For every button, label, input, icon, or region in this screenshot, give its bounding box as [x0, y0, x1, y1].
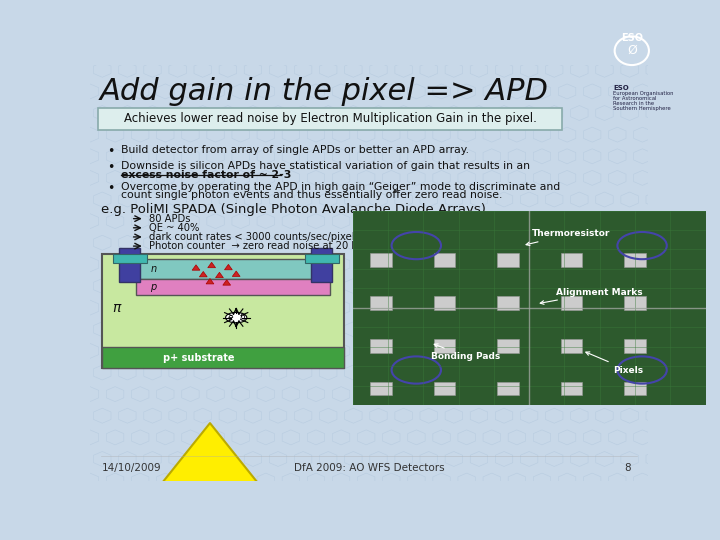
Text: count single photon events and thus essentially offer zero read noise.: count single photon events and thus esse…	[121, 191, 502, 200]
Text: h: h	[240, 313, 246, 322]
Polygon shape	[233, 271, 240, 276]
FancyBboxPatch shape	[102, 347, 344, 368]
Bar	[371, 382, 392, 395]
Text: •: •	[107, 161, 114, 174]
Text: dark count rates < 3000 counts/sec/pixel: dark count rates < 3000 counts/sec/pixel	[148, 232, 354, 242]
FancyBboxPatch shape	[529, 379, 588, 393]
Bar	[371, 296, 392, 310]
Bar	[371, 253, 392, 267]
FancyBboxPatch shape	[305, 254, 339, 263]
Bar	[624, 382, 646, 395]
FancyArrowPatch shape	[76, 423, 343, 540]
Text: Bonding Pads: Bonding Pads	[431, 344, 500, 361]
Text: Pixels: Pixels	[586, 352, 643, 375]
Text: Achieves lower read noise by Electron Multiplication Gain in the pixel.: Achieves lower read noise by Electron Mu…	[124, 112, 536, 125]
Text: p: p	[150, 282, 156, 292]
Text: Overcome by operating the APD in high gain “Geiger” mode to discriminate and: Overcome by operating the APD in high ga…	[121, 182, 560, 192]
Polygon shape	[199, 272, 207, 277]
Text: e.g. PoliMI SPADA (Single Photon Avalanche Diode Arrays): e.g. PoliMI SPADA (Single Photon Avalanc…	[101, 203, 486, 216]
Text: SPADA: SPADA	[541, 380, 575, 390]
FancyBboxPatch shape	[311, 248, 332, 282]
Polygon shape	[222, 280, 230, 285]
Bar	[434, 296, 455, 310]
Bar	[498, 253, 518, 267]
Text: ESO: ESO	[613, 85, 629, 91]
Bar	[561, 296, 582, 310]
Text: •: •	[107, 182, 114, 195]
Polygon shape	[215, 272, 223, 278]
Bar	[624, 296, 646, 310]
Text: for Astronomical: for Astronomical	[613, 97, 657, 102]
Text: n: n	[150, 264, 156, 274]
Text: p+ substrate: p+ substrate	[163, 353, 234, 362]
Bar	[561, 253, 582, 267]
Text: Build detector from array of single APDs or better an APD array.: Build detector from array of single APDs…	[121, 145, 469, 154]
Ellipse shape	[225, 313, 247, 323]
FancyBboxPatch shape	[119, 248, 140, 282]
Text: ESO: ESO	[621, 33, 643, 43]
Bar	[498, 339, 518, 353]
Polygon shape	[225, 265, 233, 270]
Text: Ø: Ø	[627, 44, 636, 57]
Text: 14/10/2009: 14/10/2009	[102, 463, 162, 473]
FancyBboxPatch shape	[114, 254, 147, 263]
FancyBboxPatch shape	[136, 279, 330, 295]
Polygon shape	[206, 279, 214, 284]
Text: Research in the: Research in the	[613, 102, 654, 106]
Text: Add gain in the pixel => APD: Add gain in the pixel => APD	[100, 77, 549, 106]
Text: e: e	[228, 313, 233, 322]
FancyBboxPatch shape	[136, 259, 330, 279]
Bar	[624, 253, 646, 267]
Text: excess noise factor of ~ 2-3: excess noise factor of ~ 2-3	[121, 170, 291, 180]
Bar	[434, 253, 455, 267]
Text: $\pi$: $\pi$	[112, 301, 123, 315]
Bar	[561, 339, 582, 353]
Text: European Organisation: European Organisation	[613, 91, 674, 97]
Text: Southern Hemisphere: Southern Hemisphere	[613, 106, 671, 111]
Bar	[561, 382, 582, 395]
Polygon shape	[192, 265, 200, 270]
Text: Downside is silicon APDs have statistical variation of gain that results in an: Downside is silicon APDs have statistica…	[121, 161, 530, 171]
Bar	[624, 339, 646, 353]
Bar	[371, 339, 392, 353]
Text: Photon counter  → zero read noise at 20 kfps: Photon counter → zero read noise at 20 k…	[148, 241, 372, 251]
Bar	[498, 296, 518, 310]
FancyBboxPatch shape	[99, 107, 562, 130]
Text: DfA 2009: AO WFS Detectors: DfA 2009: AO WFS Detectors	[294, 463, 444, 473]
Text: 8: 8	[625, 463, 631, 473]
Text: •: •	[107, 145, 114, 158]
Text: Thermoresistor: Thermoresistor	[526, 230, 611, 246]
Polygon shape	[208, 262, 215, 268]
Text: 80 APDs: 80 APDs	[148, 214, 190, 224]
Bar	[498, 382, 518, 395]
FancyBboxPatch shape	[102, 254, 344, 368]
Bar	[434, 382, 455, 395]
Text: Alignment Marks: Alignment Marks	[540, 288, 643, 305]
Bar	[434, 339, 455, 353]
Text: QE ~ 40%: QE ~ 40%	[148, 223, 199, 233]
